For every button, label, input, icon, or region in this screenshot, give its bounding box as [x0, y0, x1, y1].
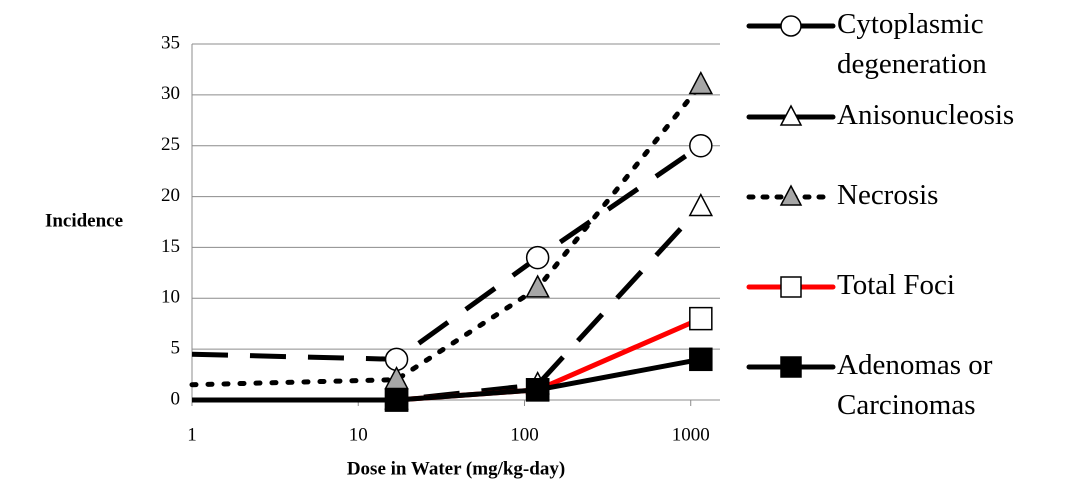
y-tick-label: 5 — [171, 338, 181, 359]
series-line — [191, 143, 703, 362]
y-axis-label: Incidence — [45, 210, 123, 231]
x-tick-label: 1000 — [672, 424, 710, 445]
legend-swatch — [746, 184, 836, 206]
marker — [689, 347, 713, 372]
series-line — [192, 356, 702, 403]
y-tick-label: 35 — [161, 32, 180, 53]
y-tick-label: 15 — [161, 236, 180, 257]
x-tick-label: 100 — [510, 424, 539, 445]
legend-label: Necrosis — [837, 179, 939, 211]
legend-item: Anisonucleosis — [745, 95, 1075, 135]
x-tick-label: 1 — [187, 424, 197, 445]
y-tick-label: 30 — [161, 83, 180, 104]
marker — [779, 184, 803, 206]
legend-item: Adenomas or Carcinomas — [745, 345, 1075, 425]
x-tick-label: 10 — [349, 424, 368, 445]
marker — [525, 378, 550, 402]
legend-label: Anisonucleosis — [837, 99, 1015, 131]
x-axis-label: Dose in Water (mg/kg-day) — [347, 458, 565, 479]
y-tick-label: 25 — [161, 134, 180, 155]
y-tick-label: 0 — [171, 388, 181, 409]
legend-item: Total Foci — [745, 265, 1075, 305]
marker — [525, 245, 550, 270]
marker — [780, 356, 802, 378]
marker — [689, 133, 713, 158]
legend-swatch — [746, 104, 836, 126]
marker — [688, 70, 714, 95]
marker — [688, 193, 714, 217]
series-line — [192, 205, 703, 403]
marker — [525, 274, 550, 298]
y-tick-label: 20 — [161, 185, 180, 206]
marker — [384, 388, 409, 412]
legend-swatch — [746, 356, 836, 378]
marker — [780, 276, 802, 298]
legend-item: Cytoplasmic degeneration — [745, 4, 1075, 84]
legend-label: Total Foci — [837, 269, 955, 301]
legend-swatch — [746, 15, 836, 37]
legend-item: Necrosis — [745, 175, 1075, 215]
series-line — [192, 316, 702, 403]
series-line — [189, 82, 704, 388]
marker — [689, 306, 713, 331]
marker — [779, 104, 803, 126]
marker — [780, 15, 802, 37]
y-tick-label: 10 — [161, 287, 180, 308]
legend-label: Cytoplasmic degeneration — [837, 8, 987, 80]
chart: Incidence Dose in Water (mg/kg-day) 0 5 10… — [45, 32, 720, 479]
legend-label: Adenomas or Carcinomas — [837, 349, 993, 421]
legend-swatch — [746, 276, 836, 298]
